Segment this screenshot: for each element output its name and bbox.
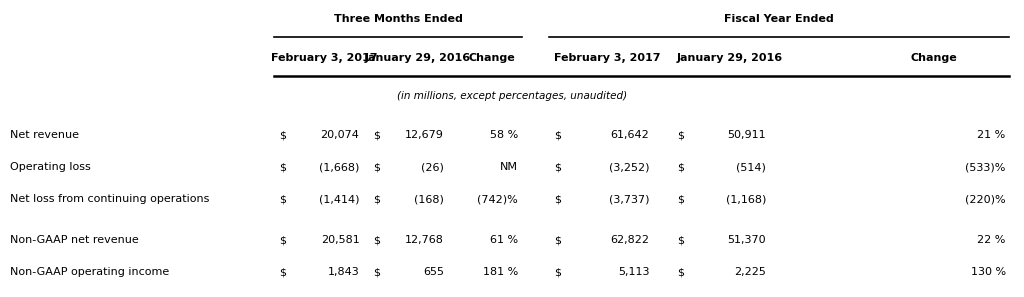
- Text: Non-GAAP operating income: Non-GAAP operating income: [10, 267, 170, 277]
- Text: 20,074: 20,074: [321, 130, 359, 140]
- Text: $: $: [554, 130, 561, 140]
- Text: $: $: [554, 235, 561, 245]
- Text: $: $: [374, 130, 381, 140]
- Text: $: $: [280, 130, 286, 140]
- Text: (26): (26): [421, 162, 443, 173]
- Text: 20,581: 20,581: [321, 235, 359, 245]
- Text: 12,768: 12,768: [404, 235, 443, 245]
- Text: Three Months Ended: Three Months Ended: [334, 14, 463, 24]
- Text: (3,737): (3,737): [609, 195, 649, 204]
- Text: $: $: [280, 162, 286, 173]
- Text: (3,252): (3,252): [609, 162, 649, 173]
- Text: (in millions, except percentages, unaudited): (in millions, except percentages, unaudi…: [397, 91, 627, 101]
- Text: (220)%: (220)%: [965, 195, 1006, 204]
- Text: 5,113: 5,113: [617, 267, 649, 277]
- Text: 12,679: 12,679: [404, 130, 443, 140]
- Text: $: $: [554, 267, 561, 277]
- Text: $: $: [678, 130, 685, 140]
- Text: January 29, 2016: January 29, 2016: [677, 53, 782, 63]
- Text: 51,370: 51,370: [727, 235, 766, 245]
- Text: $: $: [554, 162, 561, 173]
- Text: $: $: [678, 267, 685, 277]
- Text: (533)%: (533)%: [966, 162, 1006, 173]
- Text: $: $: [374, 162, 381, 173]
- Text: Change: Change: [910, 53, 956, 63]
- Text: (1,668): (1,668): [319, 162, 359, 173]
- Text: February 3, 2017: February 3, 2017: [270, 53, 377, 63]
- Text: $: $: [554, 195, 561, 204]
- Text: $: $: [280, 195, 286, 204]
- Text: 50,911: 50,911: [727, 130, 766, 140]
- Text: (1,168): (1,168): [726, 195, 766, 204]
- Text: January 29, 2016: January 29, 2016: [366, 53, 471, 63]
- Text: 62,822: 62,822: [610, 235, 649, 245]
- Text: Change: Change: [469, 53, 515, 63]
- Text: (1,414): (1,414): [318, 195, 359, 204]
- Text: February 3, 2017: February 3, 2017: [554, 53, 660, 63]
- Text: $: $: [280, 235, 286, 245]
- Text: $: $: [678, 235, 685, 245]
- Text: 2,225: 2,225: [734, 267, 766, 277]
- Text: $: $: [678, 195, 685, 204]
- Text: (742)%: (742)%: [477, 195, 518, 204]
- Text: NM: NM: [500, 162, 518, 173]
- Text: (514): (514): [736, 162, 766, 173]
- Text: 655: 655: [423, 267, 443, 277]
- Text: Net revenue: Net revenue: [10, 130, 79, 140]
- Text: 21 %: 21 %: [978, 130, 1006, 140]
- Text: 22 %: 22 %: [977, 235, 1006, 245]
- Text: $: $: [374, 267, 381, 277]
- Text: Non-GAAP net revenue: Non-GAAP net revenue: [10, 235, 139, 245]
- Text: 58 %: 58 %: [489, 130, 518, 140]
- Text: $: $: [678, 162, 685, 173]
- Text: Operating loss: Operating loss: [10, 162, 91, 173]
- Text: 130 %: 130 %: [971, 267, 1006, 277]
- Text: (168): (168): [414, 195, 443, 204]
- Text: Net loss from continuing operations: Net loss from continuing operations: [10, 195, 210, 204]
- Text: $: $: [280, 267, 286, 277]
- Text: 61 %: 61 %: [489, 235, 518, 245]
- Text: 61,642: 61,642: [610, 130, 649, 140]
- Text: 181 %: 181 %: [482, 267, 518, 277]
- Text: $: $: [374, 195, 381, 204]
- Text: $: $: [374, 235, 381, 245]
- Text: Fiscal Year Ended: Fiscal Year Ended: [724, 14, 834, 24]
- Text: 1,843: 1,843: [328, 267, 359, 277]
